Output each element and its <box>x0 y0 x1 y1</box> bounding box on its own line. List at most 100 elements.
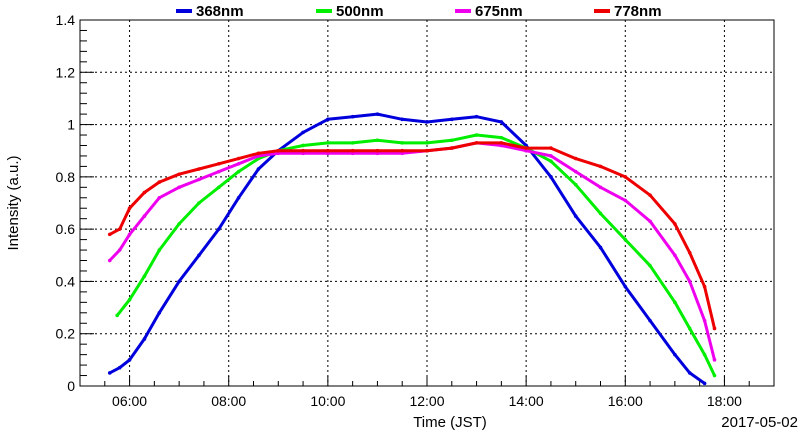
grid <box>80 20 774 386</box>
data-point-368nm <box>702 381 707 386</box>
data-point-500nm <box>673 300 677 305</box>
series-line-675nm <box>108 141 716 362</box>
data-point-778nm <box>524 146 528 150</box>
legend-label-675nm: 675nm <box>475 3 523 20</box>
legend-label-500nm: 500nm <box>336 3 384 20</box>
data-point-368nm <box>197 253 201 258</box>
data-point-500nm <box>375 138 380 143</box>
series-layer <box>107 112 717 386</box>
data-point-675nm <box>623 198 628 203</box>
data-point-368nm <box>157 311 162 315</box>
data-point-500nm <box>127 297 132 302</box>
data-point-500nm <box>702 352 707 357</box>
x-tick-label: 06:00 <box>112 393 147 409</box>
data-point-778nm <box>648 193 652 197</box>
data-point-675nm <box>687 279 692 284</box>
data-point-500nm <box>197 201 201 205</box>
data-point-675nm <box>127 232 132 237</box>
date-label: 2017-05-02 <box>721 414 798 431</box>
data-point-675nm <box>217 169 221 174</box>
data-point-675nm <box>142 214 147 218</box>
data-point-778nm <box>687 250 692 255</box>
data-point-500nm <box>449 138 454 143</box>
data-point-368nm <box>326 117 330 122</box>
data-point-368nm <box>400 117 405 122</box>
data-point-500nm <box>573 182 578 187</box>
data-point-368nm <box>350 114 355 119</box>
data-point-500nm <box>623 237 628 242</box>
data-point-500nm <box>177 222 181 226</box>
data-point-500nm <box>157 248 162 252</box>
data-point-500nm <box>236 169 241 174</box>
data-point-368nm <box>623 284 628 289</box>
x-tick-label: 14:00 <box>509 393 544 409</box>
data-point-675nm <box>524 148 528 153</box>
data-point-778nm <box>127 206 132 211</box>
x-tick-label: 08:00 <box>211 393 246 409</box>
data-point-778nm <box>177 172 181 177</box>
data-point-368nm <box>573 214 578 218</box>
data-point-368nm <box>687 371 692 375</box>
data-point-368nm <box>425 120 429 124</box>
data-point-778nm <box>256 151 261 156</box>
x-axis-title: Time (JST) <box>413 414 487 431</box>
x-tick-label: 16:00 <box>608 393 643 409</box>
data-point-675nm <box>702 318 707 323</box>
data-point-368nm <box>648 318 652 323</box>
data-point-675nm <box>301 151 305 156</box>
data-point-778nm <box>157 180 162 184</box>
data-point-675nm <box>598 185 603 190</box>
data-point-778nm <box>117 227 122 231</box>
data-point-368nm <box>117 365 122 370</box>
data-point-368nm <box>474 114 479 119</box>
y-tick-label: 0.2 <box>56 326 76 342</box>
data-point-500nm <box>326 141 330 145</box>
y-tick-label: 0.6 <box>56 221 76 237</box>
data-point-778nm <box>673 222 677 226</box>
legend-label-368nm: 368nm <box>196 3 244 20</box>
data-point-368nm <box>375 112 380 116</box>
data-point-675nm <box>350 151 355 156</box>
data-point-778nm <box>301 148 305 153</box>
data-point-500nm <box>301 143 305 148</box>
data-point-675nm <box>157 195 162 200</box>
data-point-368nm <box>142 337 147 341</box>
data-point-500nm <box>142 274 147 279</box>
data-point-675nm <box>276 151 281 156</box>
data-point-500nm <box>687 326 692 331</box>
data-point-675nm <box>648 219 652 224</box>
data-point-368nm <box>127 358 132 362</box>
data-point-675nm <box>400 151 405 156</box>
data-point-368nm <box>673 352 677 357</box>
data-point-778nm <box>276 148 281 153</box>
data-point-500nm <box>474 133 479 137</box>
data-point-500nm <box>425 141 429 145</box>
data-point-500nm <box>499 135 504 140</box>
data-point-778nm <box>598 164 603 169</box>
data-point-368nm <box>598 245 603 250</box>
data-point-778nm <box>702 284 707 289</box>
data-point-675nm <box>712 358 717 362</box>
data-point-500nm <box>598 211 603 216</box>
data-point-368nm <box>256 167 261 171</box>
data-point-675nm <box>573 169 578 174</box>
data-point-675nm <box>549 154 553 158</box>
legend: 368nm 500nm 675nm 778nm <box>176 3 662 20</box>
data-point-675nm <box>197 177 201 182</box>
data-point-778nm <box>623 175 628 179</box>
data-point-778nm <box>712 326 717 331</box>
data-point-778nm <box>573 156 578 161</box>
y-tick-label: 0.4 <box>56 273 76 289</box>
data-point-778nm <box>549 146 553 150</box>
data-point-778nm <box>326 148 330 153</box>
data-point-675nm <box>107 258 112 263</box>
data-point-500nm <box>648 263 652 268</box>
data-point-778nm <box>107 232 112 237</box>
data-point-500nm <box>350 141 355 145</box>
data-point-778nm <box>375 148 380 153</box>
data-point-778nm <box>400 148 405 153</box>
data-point-778nm <box>350 148 355 153</box>
legend-label-778nm: 778nm <box>614 3 662 20</box>
series-line-778nm <box>108 141 716 330</box>
